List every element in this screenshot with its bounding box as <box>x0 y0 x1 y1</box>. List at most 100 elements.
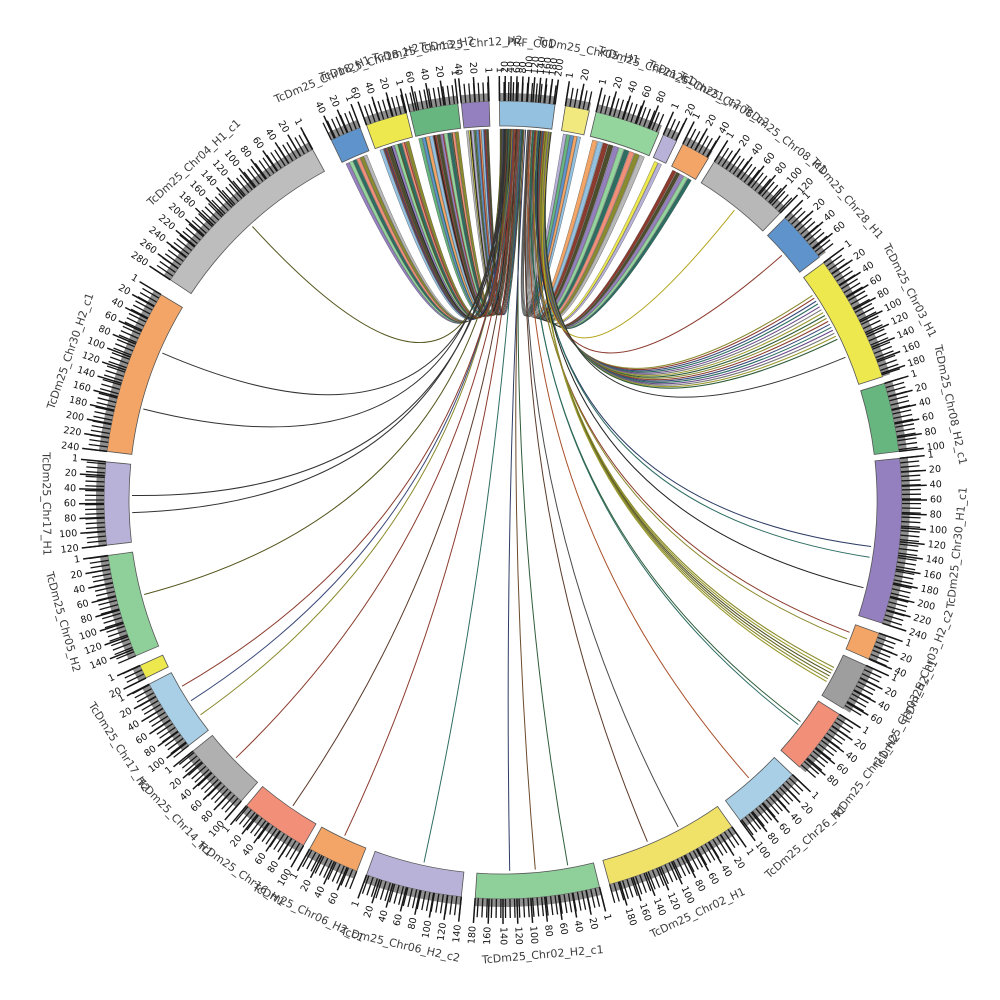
sector-arc <box>561 105 590 136</box>
tick <box>235 806 249 822</box>
tick <box>875 641 894 650</box>
tick-label: 180 <box>623 907 639 928</box>
tick <box>897 561 917 566</box>
tick <box>895 423 915 428</box>
tick-label: 1 <box>71 453 78 465</box>
tick <box>103 374 123 382</box>
sector-arc <box>780 700 841 768</box>
tick <box>558 894 563 914</box>
major-tick <box>901 484 927 487</box>
tick <box>748 813 762 830</box>
tick-label: 20 <box>852 737 868 753</box>
tick <box>671 120 681 139</box>
tick <box>388 883 396 903</box>
tick <box>576 891 582 911</box>
major-tick <box>814 747 836 765</box>
tick <box>437 86 442 106</box>
tick <box>289 842 301 860</box>
tick <box>626 879 634 898</box>
tick <box>806 757 823 771</box>
link-s24-4 <box>131 128 509 497</box>
tick <box>201 209 216 224</box>
tick <box>398 886 405 905</box>
tick <box>182 230 198 245</box>
major-tick <box>622 95 632 120</box>
major-tick <box>670 861 683 885</box>
tick <box>481 898 484 918</box>
major-tick <box>873 645 898 657</box>
tick-label: 80 <box>142 744 158 760</box>
tick <box>785 780 801 795</box>
tick <box>889 596 909 603</box>
sector-TcDm25_Chr26_H1 <box>724 756 799 828</box>
link-s21-7 <box>190 129 514 702</box>
tick <box>888 601 908 608</box>
tick <box>88 443 108 448</box>
major-tick <box>578 83 585 109</box>
tick <box>877 636 896 645</box>
tick <box>540 897 545 917</box>
major-tick <box>80 530 106 535</box>
major-tick <box>846 284 869 299</box>
tick <box>416 890 422 910</box>
tick <box>872 649 891 658</box>
tick <box>148 711 166 723</box>
tick <box>901 474 921 477</box>
tick <box>791 210 806 225</box>
tick <box>432 87 438 107</box>
tick <box>96 401 116 408</box>
tick <box>331 118 341 137</box>
major-tick <box>823 247 845 264</box>
tick-label: 1 <box>163 764 175 776</box>
tick <box>875 350 894 359</box>
tick <box>613 98 620 117</box>
tick-label: 20 <box>362 904 376 919</box>
tick <box>843 282 861 294</box>
sector-rim <box>843 665 874 713</box>
tick <box>344 869 354 888</box>
major-tick <box>457 78 463 104</box>
tick <box>898 547 918 552</box>
tick <box>656 867 665 887</box>
major-tick <box>884 375 909 385</box>
link-s20-9 <box>235 129 516 759</box>
tick-label: 120 <box>665 891 682 912</box>
tick-label: 40 <box>240 842 256 858</box>
tick <box>530 82 534 103</box>
major-tick <box>428 892 435 918</box>
tick <box>617 881 625 901</box>
tick <box>609 884 616 903</box>
tick <box>898 552 918 557</box>
tick-label: 100 <box>929 524 948 536</box>
tick-label: 1 <box>927 449 934 461</box>
sector-TcDm25_Chr03_H2_c1 <box>821 654 874 713</box>
tick-label: 20 <box>377 76 391 91</box>
tick <box>208 202 223 218</box>
tick <box>852 298 870 309</box>
tick <box>326 120 336 139</box>
tick <box>771 190 786 206</box>
link-s18-11 <box>344 129 519 836</box>
tick <box>246 814 259 831</box>
major-tick <box>116 664 141 677</box>
tick <box>569 87 574 107</box>
tick <box>516 82 519 102</box>
major-tick <box>537 77 542 103</box>
tick <box>893 579 913 585</box>
major-tick <box>123 677 147 690</box>
major-tick <box>571 892 578 918</box>
tick-label: 20 <box>299 878 314 894</box>
tick <box>651 869 661 888</box>
major-tick <box>253 822 270 844</box>
tick-label: 220 <box>63 425 83 439</box>
tick <box>381 99 389 119</box>
link-s21-8 <box>181 129 515 687</box>
sector-TcDm25_Chr02_H2_c1 <box>474 862 602 907</box>
link-s8-28 <box>544 132 846 398</box>
sector-rim <box>474 887 602 907</box>
tick-label: 120 <box>927 539 946 552</box>
tick <box>85 470 105 474</box>
major-tick <box>865 664 890 677</box>
major-tick <box>109 648 134 660</box>
